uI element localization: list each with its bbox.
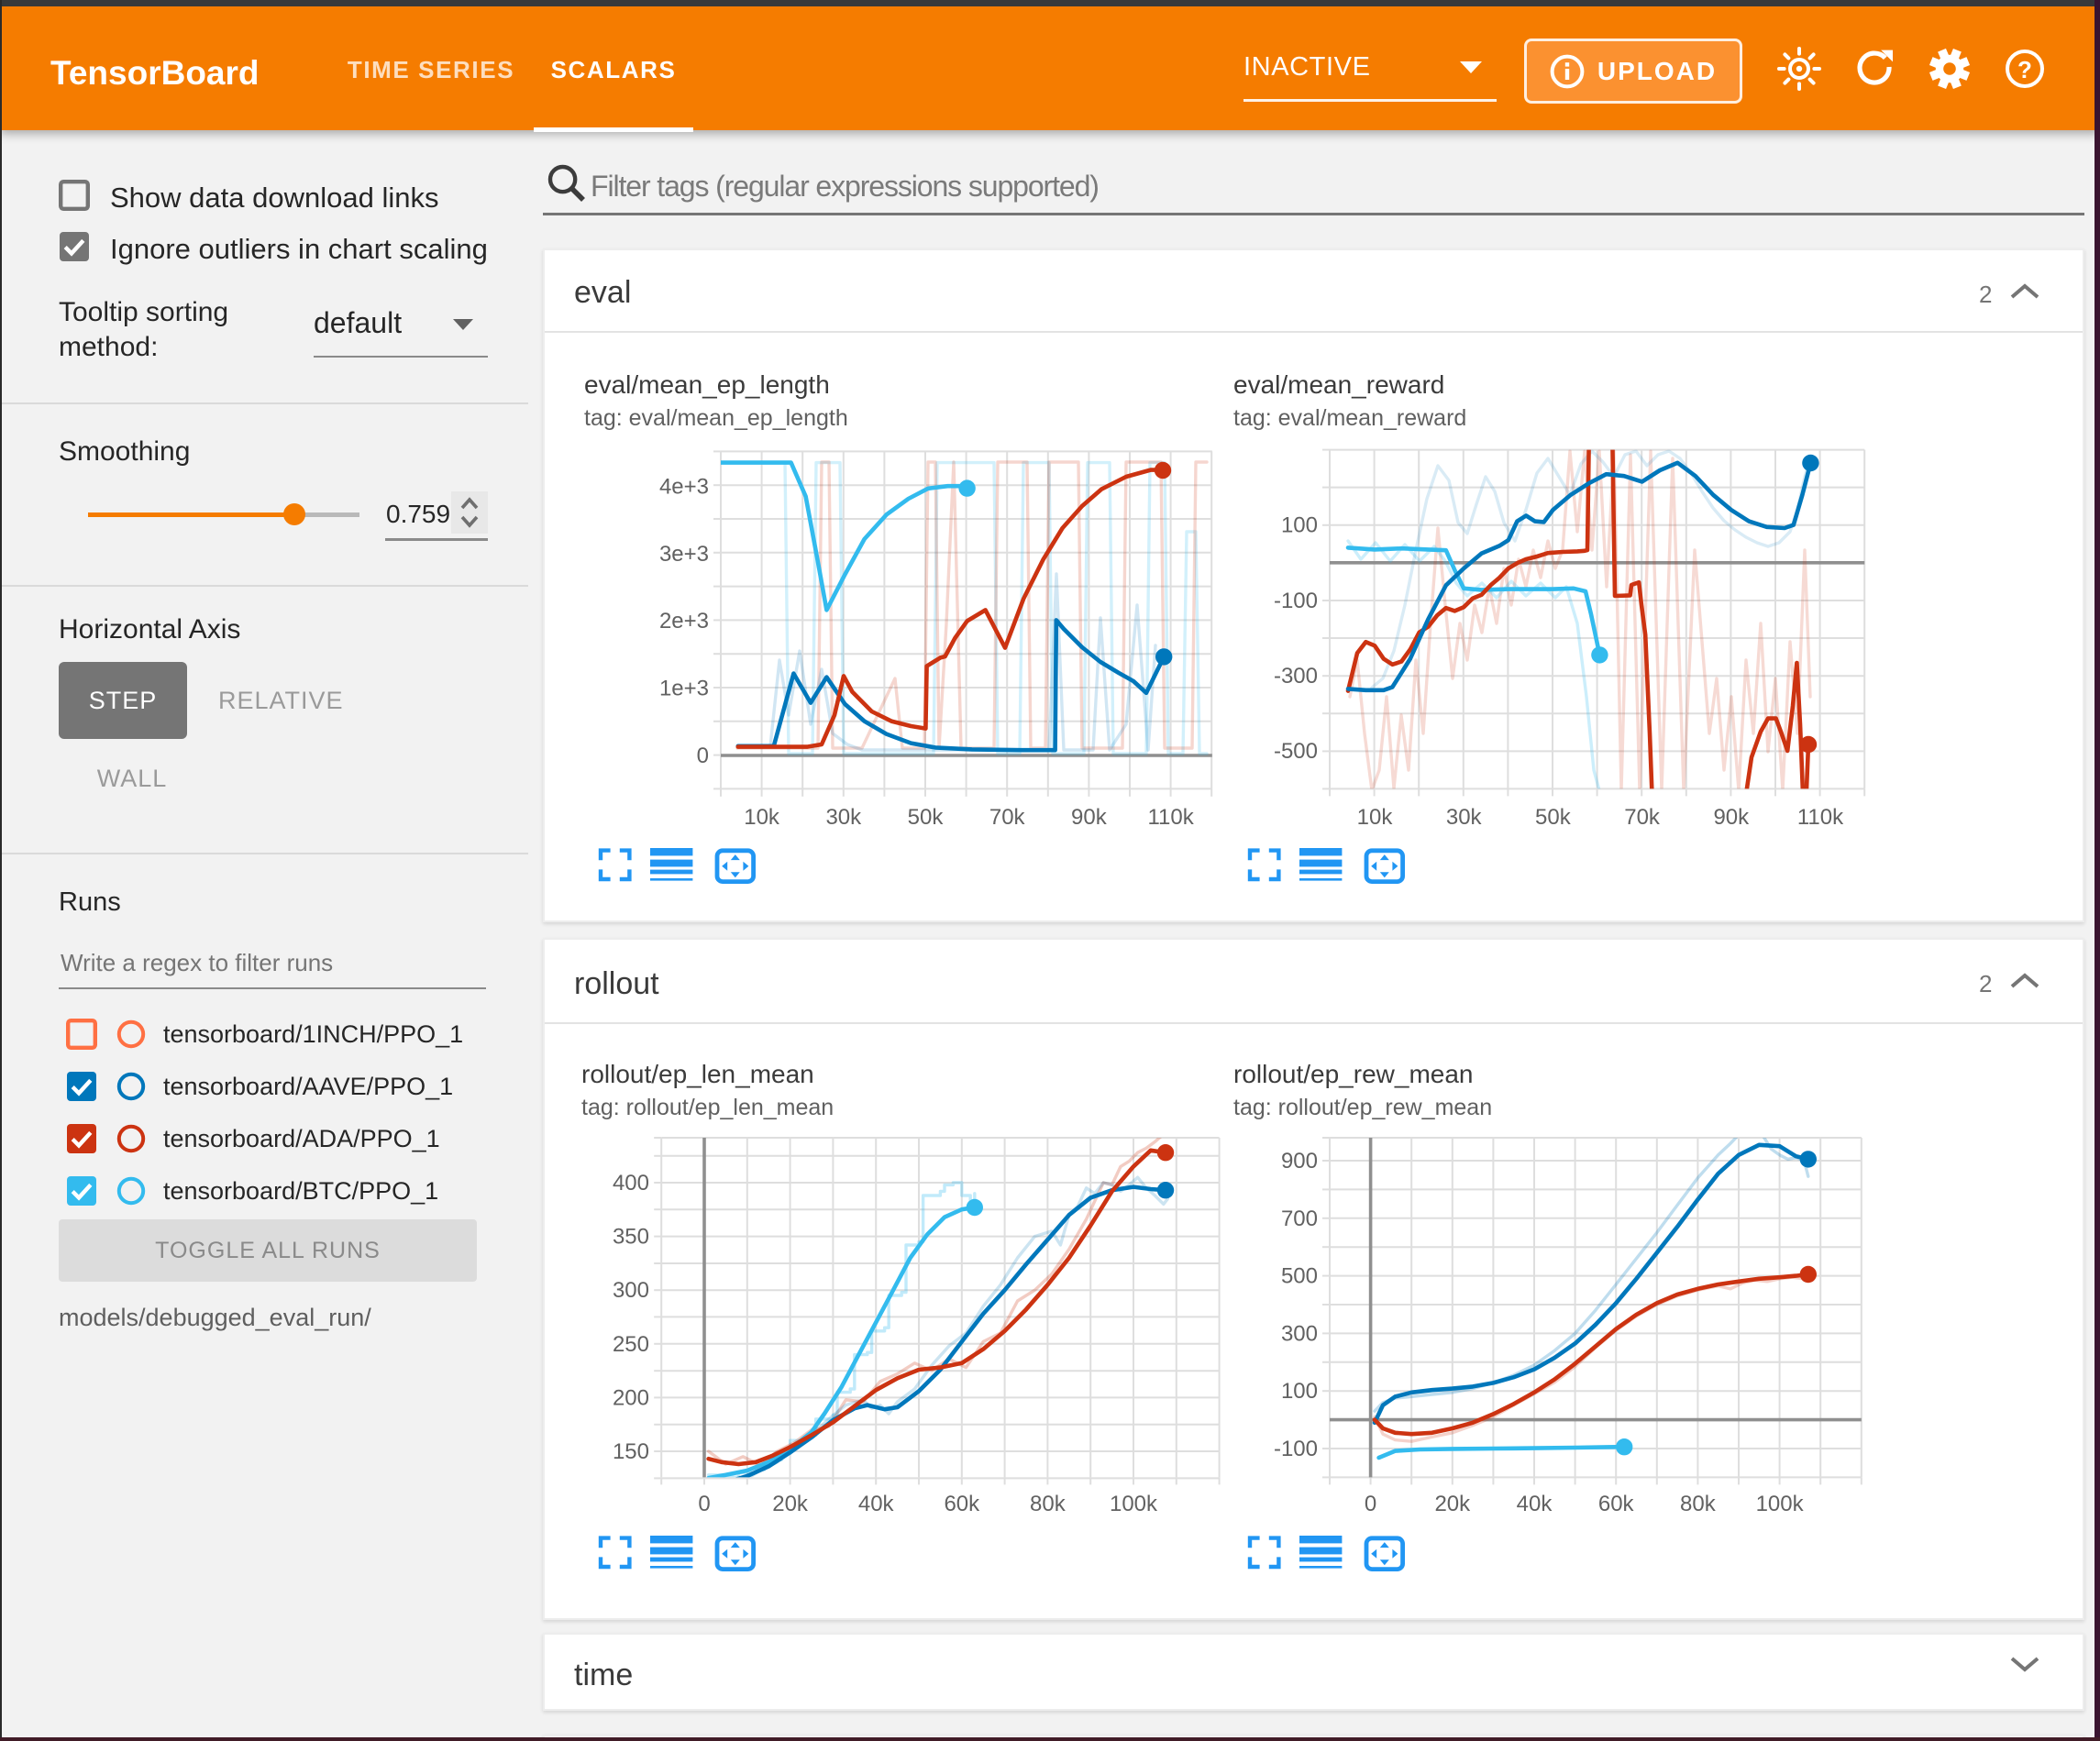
svg-text:110k: 110k <box>1797 805 1844 830</box>
svg-text:10k: 10k <box>1357 805 1394 830</box>
svg-text:30k: 30k <box>1446 805 1483 830</box>
svg-text:20k: 20k <box>1434 1492 1471 1516</box>
svg-text:60k: 60k <box>1598 1492 1635 1516</box>
svg-text:-300: -300 <box>1274 664 1318 689</box>
svg-text:90k: 90k <box>1713 805 1750 830</box>
svg-text:50k: 50k <box>908 805 945 830</box>
svg-text:-100: -100 <box>1274 1437 1318 1461</box>
svg-text:40k: 40k <box>858 1492 895 1516</box>
svg-text:350: 350 <box>613 1225 649 1250</box>
svg-text:4e+3: 4e+3 <box>659 474 709 499</box>
svg-text:200: 200 <box>613 1385 649 1410</box>
svg-text:20k: 20k <box>772 1492 809 1516</box>
svg-text:250: 250 <box>613 1332 649 1357</box>
svg-text:3e+3: 3e+3 <box>659 542 709 567</box>
svg-text:300: 300 <box>1281 1321 1318 1346</box>
svg-text:70k: 70k <box>1624 805 1661 830</box>
svg-text:0: 0 <box>698 1492 710 1516</box>
svg-text:50k: 50k <box>1535 805 1572 830</box>
svg-text:500: 500 <box>1281 1264 1318 1289</box>
svg-text:0: 0 <box>1365 1492 1376 1516</box>
svg-text:?: ? <box>2017 56 2032 83</box>
svg-text:100k: 100k <box>1110 1492 1158 1516</box>
svg-text:40k: 40k <box>1517 1492 1553 1516</box>
svg-text:10k: 10k <box>744 805 780 830</box>
svg-text:70k: 70k <box>989 805 1026 830</box>
svg-text:100: 100 <box>1281 513 1318 538</box>
svg-text:-500: -500 <box>1274 739 1318 764</box>
svg-text:30k: 30k <box>825 805 862 830</box>
svg-text:150: 150 <box>613 1439 649 1464</box>
svg-text:-100: -100 <box>1274 589 1318 613</box>
svg-text:300: 300 <box>613 1278 649 1303</box>
svg-text:400: 400 <box>613 1171 649 1196</box>
svg-text:80k: 80k <box>1030 1492 1067 1516</box>
svg-text:80k: 80k <box>1680 1492 1717 1516</box>
svg-text:900: 900 <box>1281 1149 1318 1174</box>
svg-text:90k: 90k <box>1071 805 1108 830</box>
svg-text:2e+3: 2e+3 <box>659 609 709 634</box>
svg-text:60k: 60k <box>944 1492 980 1516</box>
svg-text:100k: 100k <box>1756 1492 1805 1516</box>
svg-text:100: 100 <box>1281 1379 1318 1404</box>
svg-text:0: 0 <box>697 744 709 768</box>
svg-text:110k: 110k <box>1147 805 1194 830</box>
svg-text:700: 700 <box>1281 1207 1318 1231</box>
svg-text:1e+3: 1e+3 <box>659 677 709 701</box>
